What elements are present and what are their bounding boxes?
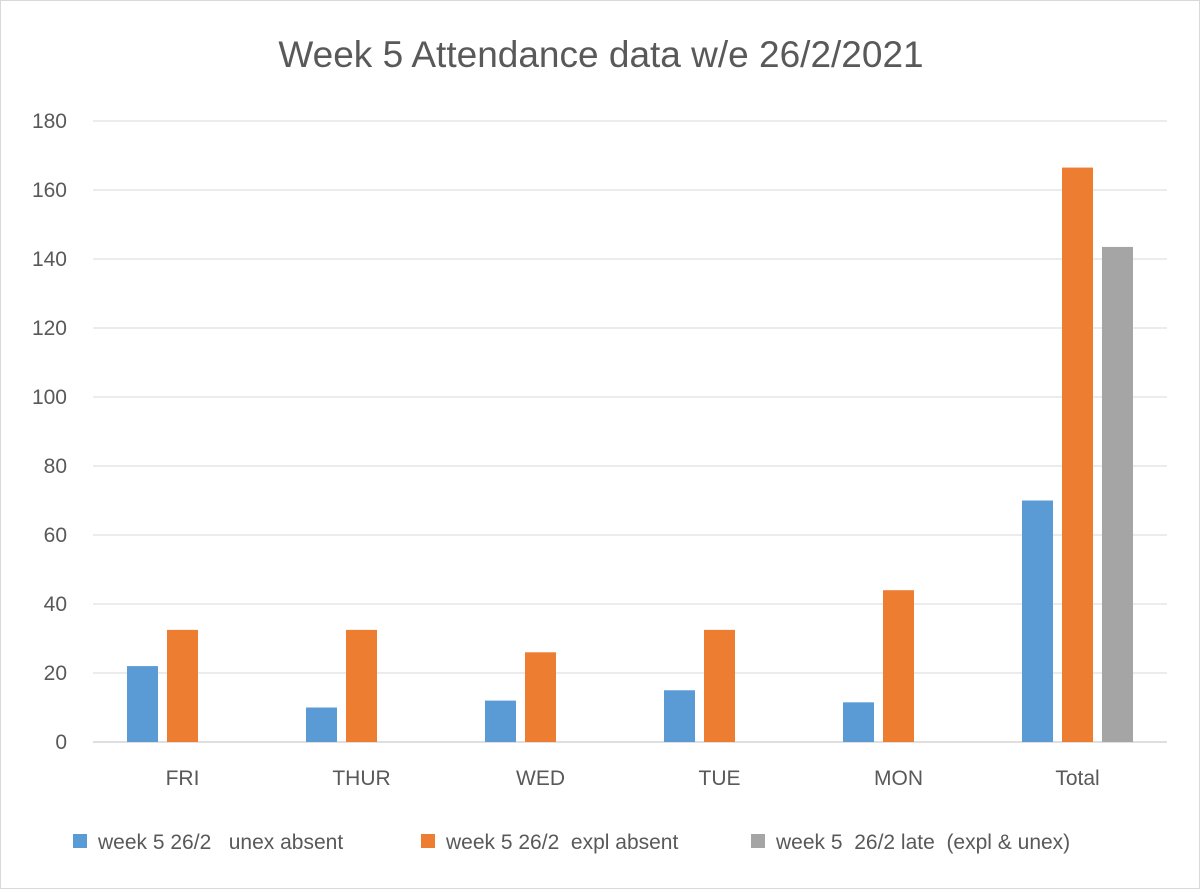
legend-label: week 5 26/2 expl absent — [445, 831, 678, 854]
bar — [704, 629, 735, 742]
chart-title: Week 5 Attendance data w/e 26/2/2021 — [278, 34, 923, 75]
y-tick-label: 160 — [32, 179, 67, 202]
bar — [306, 707, 337, 742]
legend-swatch — [421, 834, 435, 848]
y-tick-label: 180 — [32, 110, 67, 133]
y-tick-label: 40 — [44, 593, 67, 616]
legend-swatch — [73, 834, 87, 848]
legend: week 5 26/2 unex absent week 5 26/2 expl … — [73, 831, 1070, 854]
x-tick-label: MON — [874, 767, 923, 790]
y-axis-ticks: 0 20 40 60 80 100 120 140 160 180 — [32, 110, 67, 754]
y-tick-label: 140 — [32, 248, 67, 271]
x-tick-label: Total — [1055, 767, 1099, 790]
legend-swatch — [751, 834, 765, 848]
bar — [1022, 500, 1053, 742]
y-tick-label: 60 — [44, 524, 67, 547]
y-tick-label: 0 — [55, 731, 67, 754]
x-tick-label: TUE — [699, 767, 741, 790]
bar — [167, 629, 198, 742]
legend-label: week 5 26/2 late (expl & unex) — [775, 831, 1070, 854]
bars — [127, 167, 1133, 743]
y-tick-label: 120 — [32, 317, 67, 340]
bar — [525, 652, 556, 742]
x-axis-ticks: FRI THUR WED TUE MON Total — [166, 767, 1100, 790]
y-tick-label: 80 — [44, 455, 67, 478]
bar — [1062, 167, 1093, 742]
y-tick-label: 100 — [32, 386, 67, 409]
x-tick-label: FRI — [166, 767, 200, 790]
bar — [127, 666, 158, 742]
bar — [664, 690, 695, 742]
bar — [346, 629, 377, 742]
bar — [485, 700, 516, 742]
bar — [883, 590, 914, 742]
bar — [843, 702, 874, 742]
bar — [1102, 246, 1133, 743]
y-tick-label: 20 — [44, 662, 67, 685]
x-tick-label: WED — [516, 767, 565, 790]
legend-label: week 5 26/2 unex absent — [97, 831, 343, 854]
gridlines — [93, 120, 1167, 743]
x-tick-label: THUR — [332, 767, 390, 790]
